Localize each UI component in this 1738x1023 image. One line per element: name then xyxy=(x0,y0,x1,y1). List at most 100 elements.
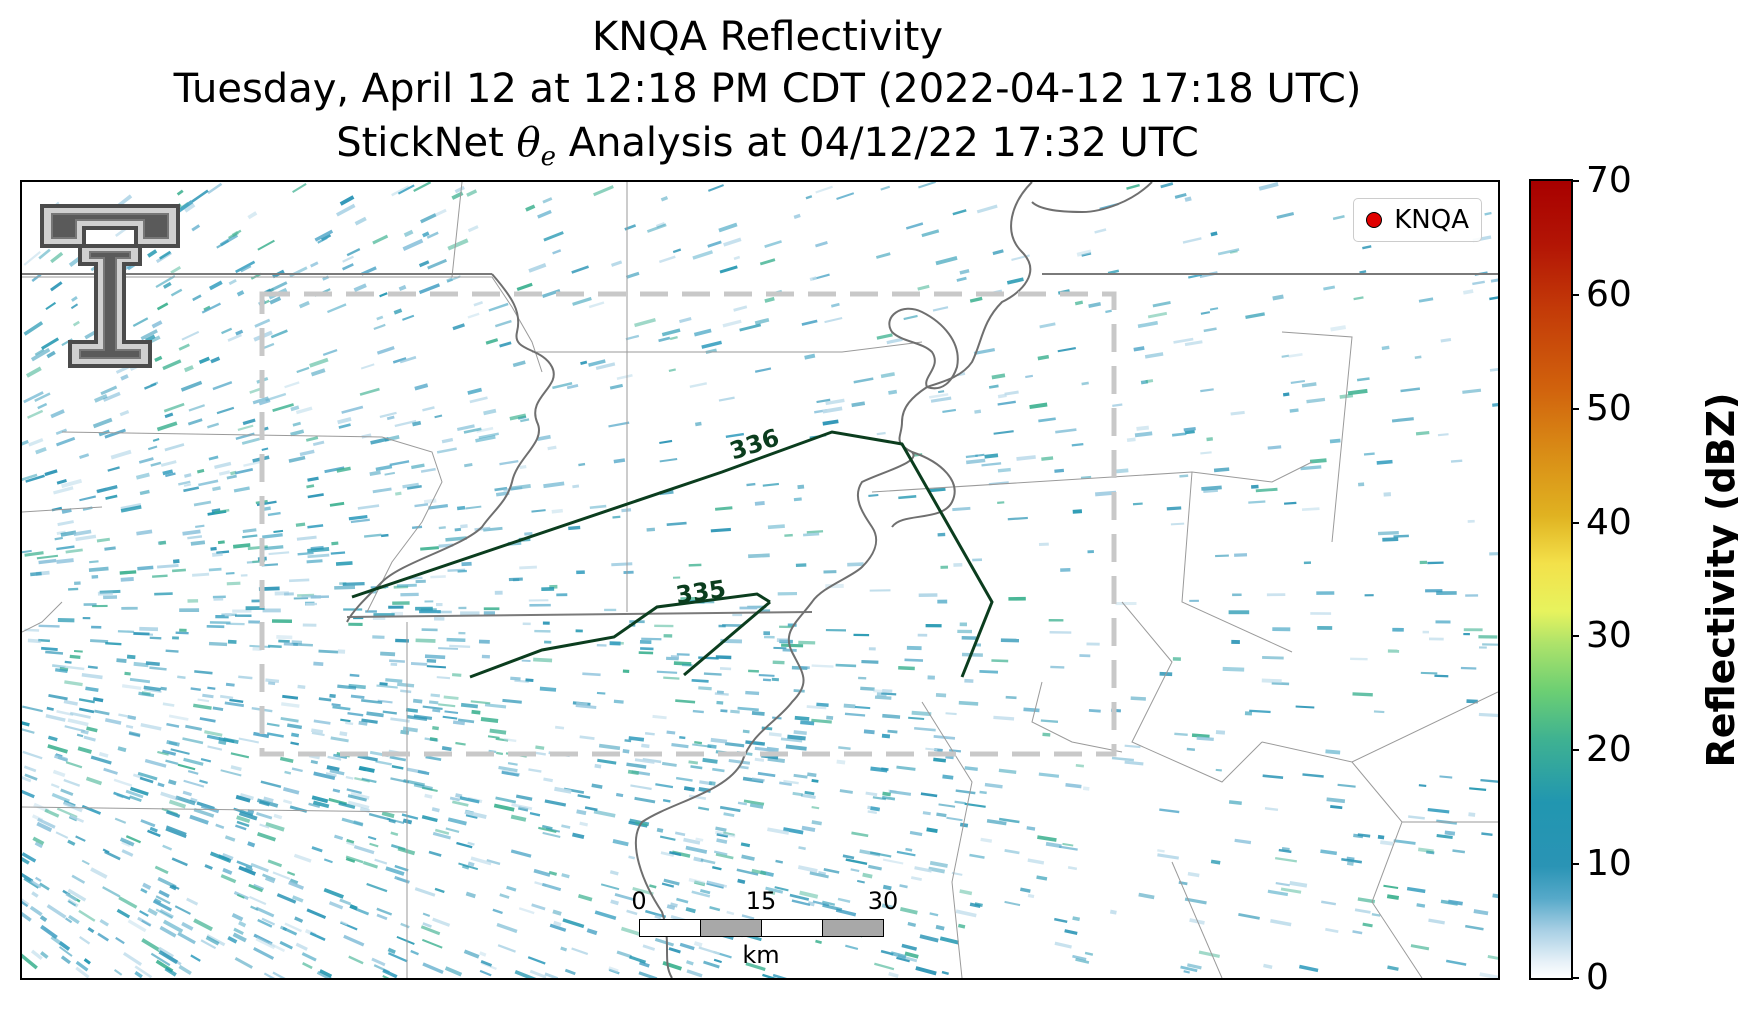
reflectivity-streak xyxy=(71,296,78,302)
reflectivity-streak xyxy=(212,595,226,599)
reflectivity-streak xyxy=(56,545,75,551)
reflectivity-streak xyxy=(510,814,527,822)
reflectivity-streak xyxy=(816,702,829,707)
reflectivity-streak xyxy=(150,952,171,967)
reflectivity-streak xyxy=(719,667,732,671)
reflectivity-streak xyxy=(795,563,807,567)
reflectivity-streak xyxy=(164,443,185,452)
reflectivity-streak xyxy=(561,873,570,879)
reflectivity-streak xyxy=(1463,632,1470,636)
reflectivity-streak xyxy=(224,612,232,617)
reflectivity-streak xyxy=(497,944,516,953)
reflectivity-streak xyxy=(391,764,404,770)
reflectivity-streak xyxy=(714,692,729,696)
reflectivity-streak xyxy=(310,368,326,377)
reflectivity-streak xyxy=(311,728,324,734)
reflectivity-streak xyxy=(94,393,108,403)
reflectivity-streak xyxy=(412,420,422,427)
reflectivity-streak xyxy=(23,391,44,404)
reflectivity-streak xyxy=(36,821,53,833)
reflectivity-streak xyxy=(69,711,91,719)
reflectivity-streak xyxy=(644,732,655,736)
reflectivity-streak xyxy=(208,567,222,572)
reflectivity-streak xyxy=(72,320,80,327)
reflectivity-streak xyxy=(984,453,999,459)
reflectivity-streak xyxy=(951,871,963,876)
reflectivity-streak xyxy=(257,239,275,251)
reflectivity-streak xyxy=(417,770,430,776)
reflectivity-streak xyxy=(1174,192,1187,199)
reflectivity-streak xyxy=(372,487,392,494)
reflectivity-streak xyxy=(1280,887,1302,894)
reflectivity-streak xyxy=(535,745,545,750)
reflectivity-streak xyxy=(188,404,206,412)
colorbar-tick-label: 70 xyxy=(1586,160,1632,201)
reflectivity-streak xyxy=(247,841,256,848)
reflectivity-streak xyxy=(1210,231,1218,237)
reflectivity-streak xyxy=(160,686,167,691)
reflectivity-streak xyxy=(663,676,680,680)
reflectivity-streak xyxy=(85,776,103,786)
reflectivity-streak xyxy=(628,736,645,742)
reflectivity-streak xyxy=(771,677,779,682)
reflectivity-streak xyxy=(548,870,558,876)
reflectivity-streak xyxy=(154,865,169,875)
reflectivity-streak xyxy=(484,703,507,709)
reflectivity-streak xyxy=(826,715,834,720)
radar-map[interactable]: 336 335 KNQA 0 15 30 km xyxy=(20,180,1500,980)
reflectivity-streak xyxy=(1180,965,1198,973)
reflectivity-streak xyxy=(248,895,267,906)
reflectivity-streak xyxy=(213,597,224,601)
reflectivity-streak xyxy=(888,389,898,395)
reflectivity-streak xyxy=(1126,183,1140,190)
reflectivity-streak xyxy=(686,960,694,966)
reflectivity-streak xyxy=(959,822,969,828)
reflectivity-streak xyxy=(94,709,110,716)
reflectivity-streak xyxy=(1210,859,1221,865)
reflectivity-streak xyxy=(29,905,43,917)
reflectivity-streak xyxy=(54,536,63,541)
reflectivity-streak xyxy=(655,783,674,789)
reflectivity-streak xyxy=(1087,550,1094,554)
reflectivity-streak xyxy=(815,185,833,194)
reflectivity-streak xyxy=(918,593,938,598)
reflectivity-streak xyxy=(534,751,546,756)
reflectivity-streak xyxy=(1480,778,1498,784)
reflectivity-streak xyxy=(822,900,836,906)
reflectivity-streak xyxy=(445,536,467,542)
reflectivity-streak xyxy=(190,687,201,691)
reflectivity-streak xyxy=(1341,857,1363,864)
reflectivity-streak xyxy=(698,686,712,691)
reflectivity-streak xyxy=(1072,916,1081,922)
reflectivity-streak xyxy=(1426,850,1435,855)
reflectivity-streak xyxy=(119,837,135,847)
reflectivity-streak xyxy=(1326,797,1346,804)
reflectivity-streak xyxy=(75,534,97,542)
reflectivity-streak xyxy=(969,296,983,303)
reflectivity-streak xyxy=(1392,627,1404,632)
reflectivity-streak xyxy=(45,650,64,655)
reflectivity-streak xyxy=(964,678,974,683)
reflectivity-streak xyxy=(373,964,390,974)
reflectivity-streak xyxy=(690,765,703,770)
reflectivity-streak xyxy=(1228,800,1242,806)
reflectivity-streak xyxy=(974,902,983,907)
reflectivity-streak xyxy=(401,813,419,820)
reflectivity-streak xyxy=(58,946,73,957)
reflectivity-streak xyxy=(737,706,759,712)
reflectivity-streak xyxy=(576,809,587,816)
reflectivity-streak xyxy=(178,343,190,351)
reflectivity-streak xyxy=(465,891,476,899)
reflectivity-streak xyxy=(110,449,132,460)
reflectivity-streak xyxy=(872,796,887,801)
reflectivity-streak xyxy=(749,803,764,809)
reflectivity-streak xyxy=(210,546,217,551)
reflectivity-streak xyxy=(387,952,408,963)
reflectivity-streak xyxy=(520,418,530,423)
reflectivity-streak xyxy=(83,958,91,965)
reflectivity-streak xyxy=(369,470,381,477)
title-line-1: KNQA Reflectivity xyxy=(591,14,944,60)
reflectivity-streak xyxy=(447,238,469,251)
reflectivity-streak xyxy=(432,831,451,840)
texas-tech-double-t-logo-icon xyxy=(40,204,180,368)
